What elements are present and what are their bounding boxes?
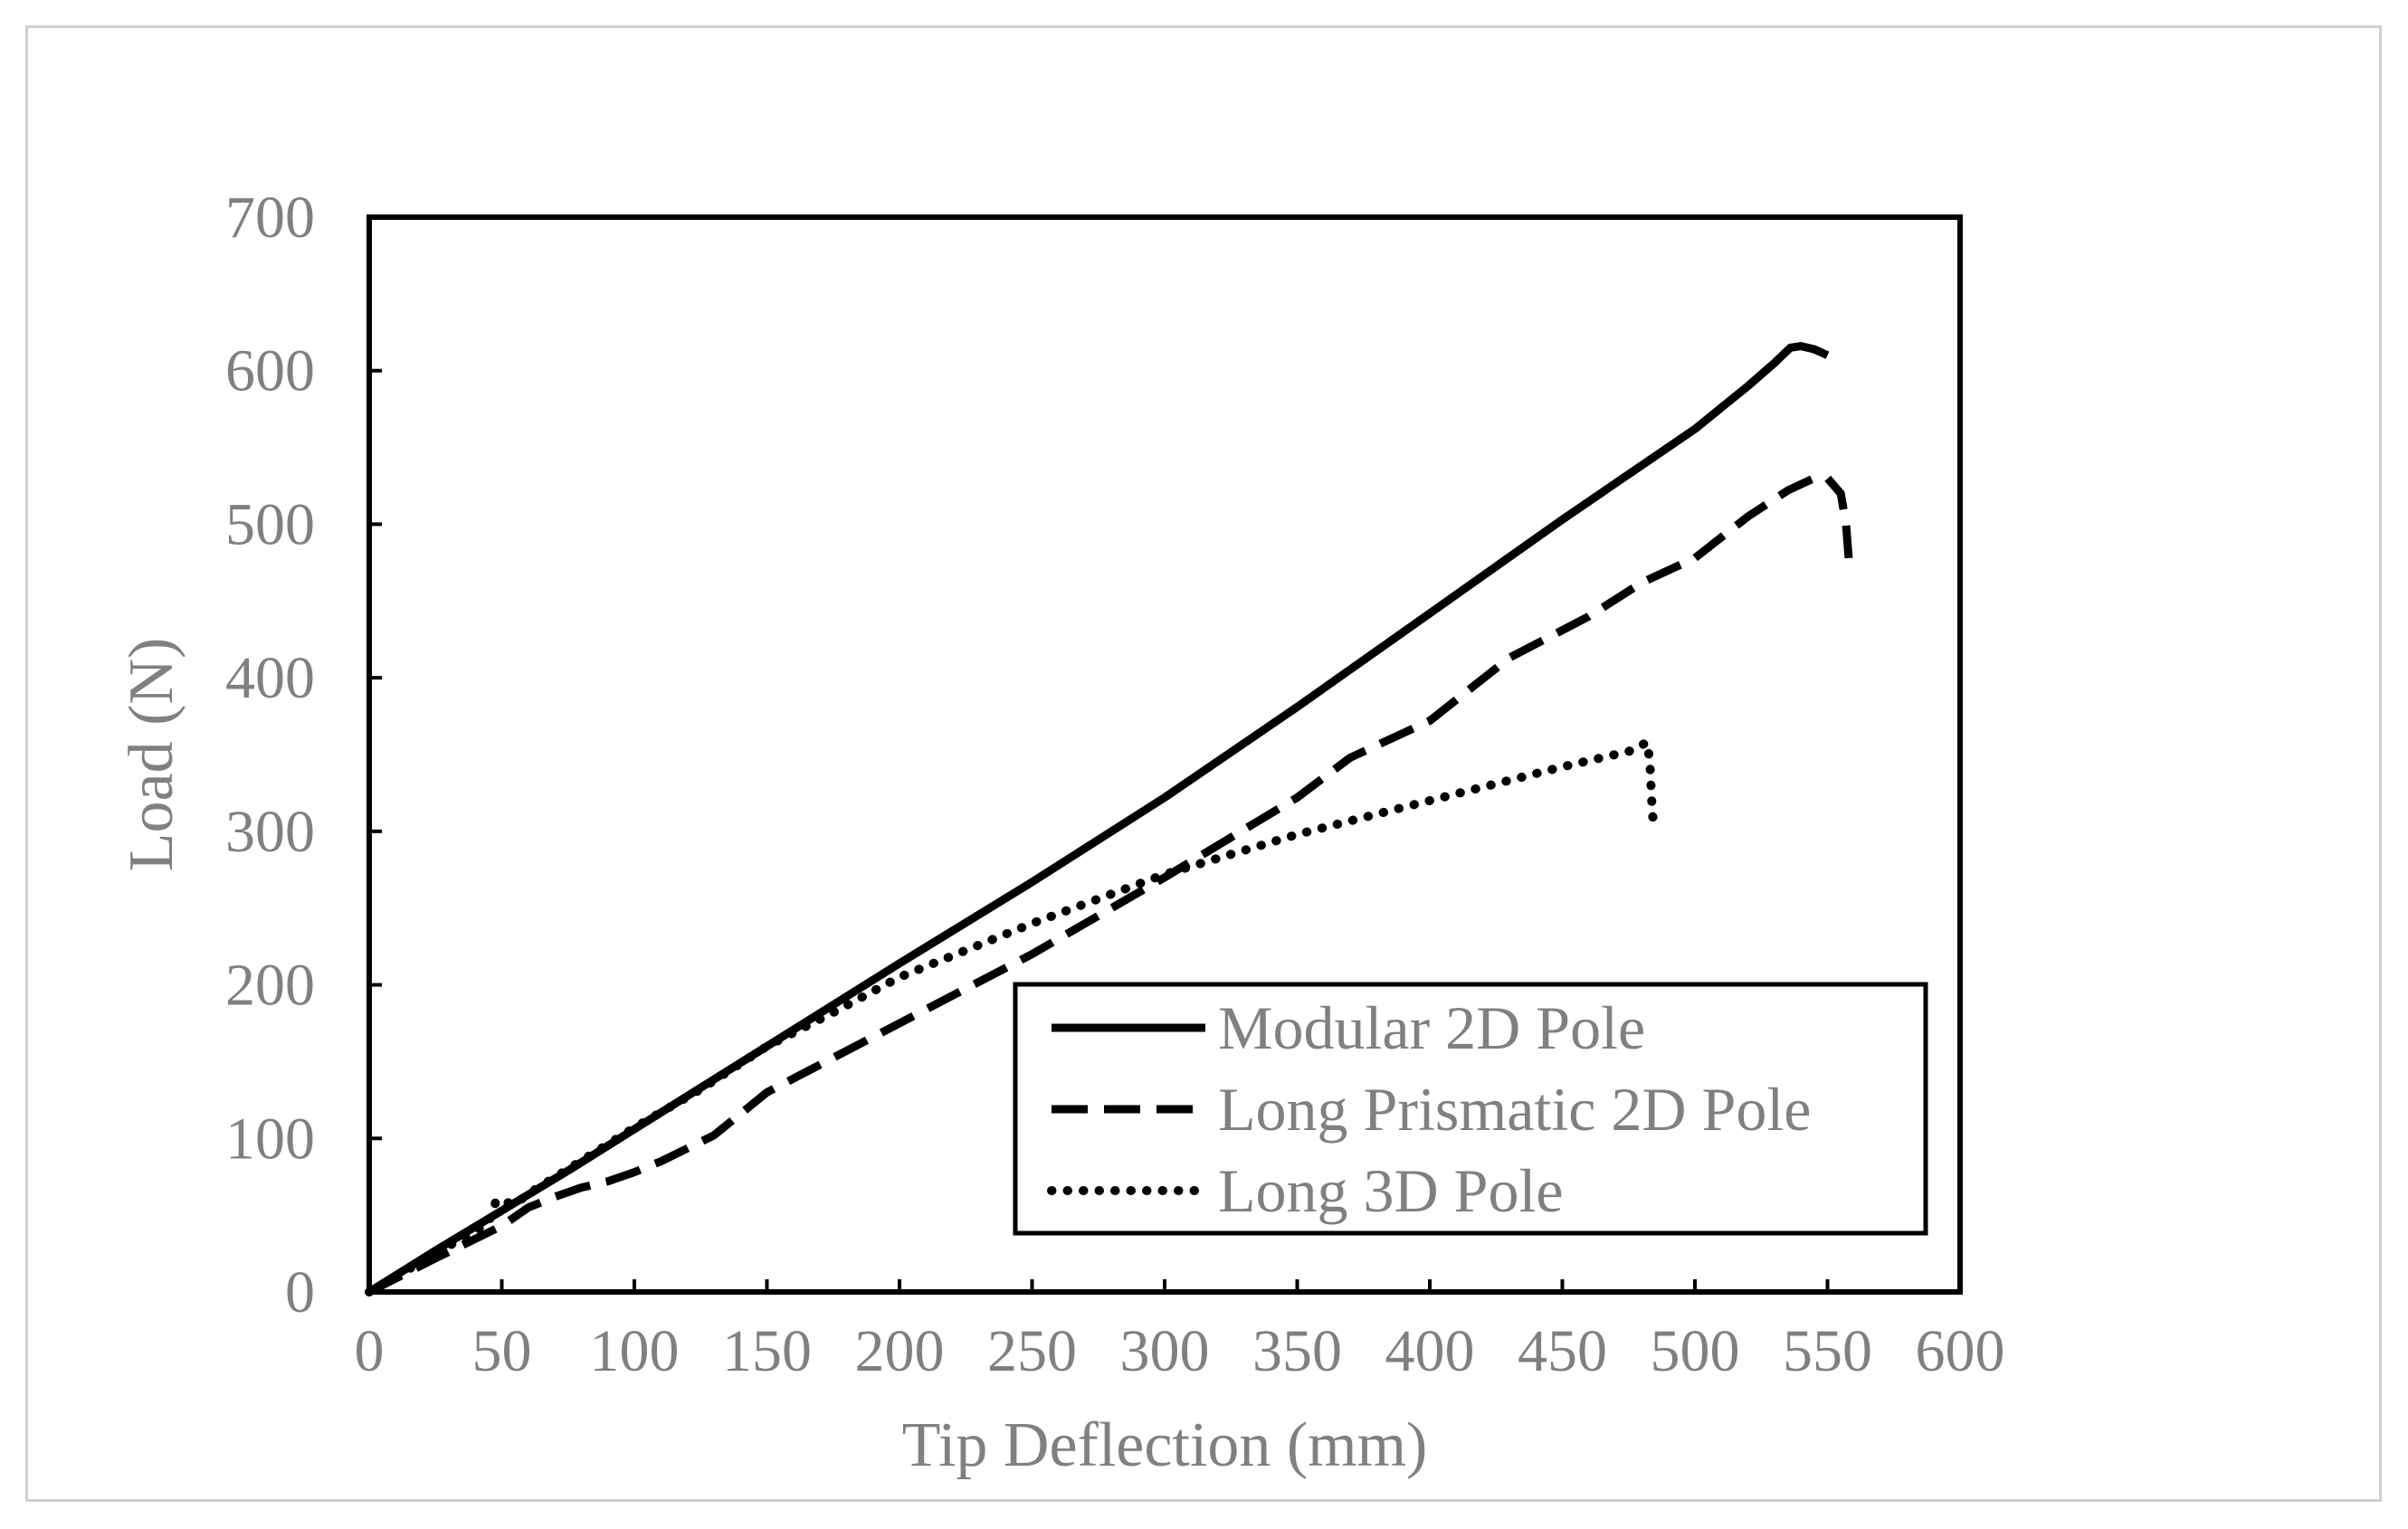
y-axis-ticks: 0 100 200 300 400 500 600 700: [225, 185, 382, 1325]
x-tick-label: 100: [590, 1318, 680, 1384]
y-tick-label: 200: [225, 953, 315, 1019]
x-tick-label: 300: [1120, 1318, 1210, 1384]
x-tick-label: 0: [355, 1318, 385, 1384]
x-axis-title: Tip Deflection (mm): [902, 1410, 1428, 1480]
x-tick-label: 250: [987, 1318, 1077, 1384]
legend: Modular 2D Pole Long Prismatic 2D Pole Lon…: [1013, 982, 1928, 1236]
y-tick-label: 300: [225, 799, 315, 865]
y-axis-title: Load (N): [117, 638, 186, 872]
x-tick-label: 400: [1385, 1318, 1475, 1384]
x-tick-label: 600: [1916, 1318, 2005, 1384]
y-tick-label: 700: [225, 185, 315, 251]
series-line-2: [366, 474, 1853, 1296]
plot-area-border: [366, 214, 1963, 1295]
series-line-1: [366, 342, 1830, 1296]
x-tick-label: 350: [1252, 1318, 1342, 1384]
figure-frame: [25, 25, 2382, 1502]
series-line-3: [365, 737, 1660, 1296]
y-tick-label: 600: [225, 338, 315, 404]
x-tick-label: 450: [1518, 1318, 1607, 1384]
y-tick-label: 0: [285, 1259, 315, 1325]
legend-label-3: Long 3D Pole: [1218, 1156, 1564, 1225]
x-tick-label: 200: [855, 1318, 945, 1384]
x-axis-ticks: 0 50 100 150 200 250 300 350 400 450 500 550 600: [355, 1279, 2005, 1384]
x-tick-label: 50: [472, 1318, 532, 1384]
legend-label-1: Modular 2D Pole: [1218, 993, 1645, 1062]
x-tick-label: 500: [1651, 1318, 1740, 1384]
y-tick-label: 500: [225, 491, 315, 557]
x-tick-label: 150: [722, 1318, 812, 1384]
x-tick-label: 550: [1783, 1318, 1872, 1384]
legend-label-2: Long Prismatic 2D Pole: [1218, 1075, 1811, 1144]
y-tick-label: 100: [225, 1106, 315, 1172]
series-layer: [365, 342, 1853, 1296]
y-tick-label: 400: [225, 645, 315, 711]
